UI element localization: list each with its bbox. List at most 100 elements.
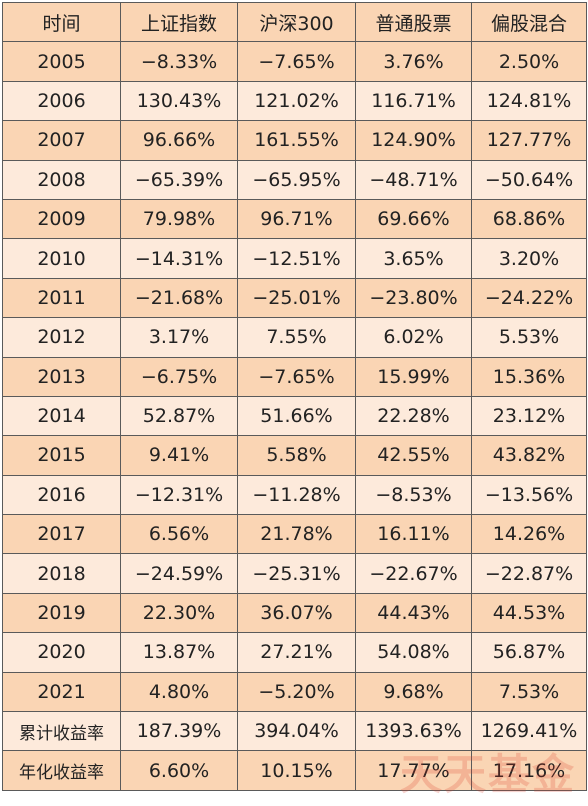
table-cell: 27.21% — [237, 632, 356, 673]
table-cell: 116.71% — [355, 80, 472, 122]
table-cell: 上证指数 — [120, 1, 238, 43]
table-cell: 9.41% — [120, 435, 238, 476]
table-cell: −65.39% — [120, 159, 238, 200]
table-cell: 2020 — [2, 632, 121, 673]
table-cell: 2017 — [2, 514, 121, 555]
table-row: 2014 52.87% 51.66% 22.28% 23.12% — [2, 395, 587, 437]
table-cell: −24.22% — [471, 277, 587, 319]
table-cell: 15.36% — [471, 356, 587, 397]
table-row: 2015 9.41% 5.58% 42.55% 43.82% — [2, 435, 587, 476]
table-cell: 2019 — [2, 592, 121, 634]
table-cell: 54.08% — [355, 632, 472, 673]
table-row: 2019 22.30% 36.07% 44.43% 44.53% — [2, 592, 587, 634]
table-cell: −11.28% — [237, 474, 356, 516]
table-cell: −13.56% — [471, 474, 587, 516]
table-cell: 时间 — [2, 1, 121, 43]
table-row: 2021 4.80% −5.20% 9.68% 7.53% — [2, 671, 587, 713]
table-cell: −7.65% — [237, 41, 356, 82]
table-row: 2013 −6.75% −7.65% 15.99% 15.36% — [2, 356, 587, 397]
table-cell: 2014 — [2, 395, 121, 437]
table-row: 2007 96.66% 161.55% 124.90% 127.77% — [2, 120, 587, 161]
table-cell: 2021 — [2, 671, 121, 713]
returns-table: 时间 上证指数 沪深300 普通股票 偏股混合 2005 −8.33% −7.65% 3.76%… — [2, 1, 587, 791]
table-cell: 79.98% — [120, 198, 238, 240]
table-cell: 6.60% — [120, 750, 238, 791]
table-cell: 17.77% — [355, 750, 472, 791]
table-cell: 22.28% — [355, 395, 472, 437]
table-cell: 56.87% — [471, 632, 587, 673]
table-cell: 年化收益率 — [2, 750, 121, 791]
table-row: 2010 −14.31% −12.51% 3.65% 3.20% — [2, 238, 587, 279]
table-cell: 2015 — [2, 435, 121, 476]
table-cell: 13.87% — [120, 632, 238, 673]
table-cell: −65.95% — [237, 159, 356, 200]
table-cell: 96.71% — [237, 198, 356, 240]
table-cell: 2.50% — [471, 41, 587, 82]
table-cell: 3.20% — [471, 238, 587, 279]
table-cell: 2018 — [2, 553, 121, 594]
table-cell: 23.12% — [471, 395, 587, 437]
table-cell: 16.11% — [355, 514, 472, 555]
table-cell: −7.65% — [237, 356, 356, 397]
table-row: 2006 130.43% 121.02% 116.71% 124.81% — [2, 80, 587, 122]
table-cell: −8.33% — [120, 41, 238, 82]
table-cell: 2008 — [2, 159, 121, 200]
table-cell: 7.55% — [237, 317, 356, 358]
table-cell: 偏股混合 — [471, 1, 587, 43]
table-cell: 17.16% — [471, 750, 587, 791]
table-cell: 127.77% — [471, 120, 587, 161]
table-cell: 9.68% — [355, 671, 472, 713]
table-cell: −5.20% — [237, 671, 356, 713]
table-cell: 15.99% — [355, 356, 472, 397]
table-cell: −22.67% — [355, 553, 472, 594]
table-cell: 5.53% — [471, 317, 587, 358]
table-cell: 124.81% — [471, 80, 587, 122]
table-cell: 36.07% — [237, 592, 356, 634]
table-row: 2009 79.98% 96.71% 69.66% 68.86% — [2, 198, 587, 240]
table-cell: −25.01% — [237, 277, 356, 319]
table-cell: 3.76% — [355, 41, 472, 82]
table-cell: 43.82% — [471, 435, 587, 476]
table-cell: 4.80% — [120, 671, 238, 713]
table-cell: 2013 — [2, 356, 121, 397]
table-cell: 14.26% — [471, 514, 587, 555]
table-row: 累计收益率 187.39% 394.04% 1393.63% 1269.41% — [2, 711, 587, 752]
table-cell: 6.56% — [120, 514, 238, 555]
table-cell: 51.66% — [237, 395, 356, 437]
table-row: 2005 −8.33% −7.65% 3.76% 2.50% — [2, 41, 587, 82]
table-cell: −12.31% — [120, 474, 238, 516]
table-cell: −24.59% — [120, 553, 238, 594]
table-cell: −48.71% — [355, 159, 472, 200]
table-cell: 1393.63% — [355, 711, 472, 752]
table-cell: 52.87% — [120, 395, 238, 437]
table-cell: 5.58% — [237, 435, 356, 476]
table-cell: 2010 — [2, 238, 121, 279]
table-cell: 2005 — [2, 41, 121, 82]
table-cell: 161.55% — [237, 120, 356, 161]
table-cell: 44.43% — [355, 592, 472, 634]
table-cell: 沪深300 — [237, 1, 356, 43]
table-cell: −22.87% — [471, 553, 587, 594]
table-row: 2017 6.56% 21.78% 16.11% 14.26% — [2, 514, 587, 555]
table-row: 2020 13.87% 27.21% 54.08% 56.87% — [2, 632, 587, 673]
table-cell: 2009 — [2, 198, 121, 240]
table-cell: −6.75% — [120, 356, 238, 397]
table-cell: −12.51% — [237, 238, 356, 279]
table-cell: −14.31% — [120, 238, 238, 279]
table-cell: 21.78% — [237, 514, 356, 555]
table-cell: −21.68% — [120, 277, 238, 319]
table-cell: 7.53% — [471, 671, 587, 713]
table-cell: 42.55% — [355, 435, 472, 476]
table-row: 2016 −12.31% −11.28% −8.53% −13.56% — [2, 474, 587, 516]
table-cell: 124.90% — [355, 120, 472, 161]
table-cell: 10.15% — [237, 750, 356, 791]
table-cell: 3.65% — [355, 238, 472, 279]
table-cell: 3.17% — [120, 317, 238, 358]
table-cell: 2016 — [2, 474, 121, 516]
table-cell: 2007 — [2, 120, 121, 161]
table-cell: 44.53% — [471, 592, 587, 634]
table-cell: −25.31% — [237, 553, 356, 594]
table-cell: 22.30% — [120, 592, 238, 634]
table-row: 2011 −21.68% −25.01% −23.80% −24.22% — [2, 277, 587, 319]
table-cell: 6.02% — [355, 317, 472, 358]
